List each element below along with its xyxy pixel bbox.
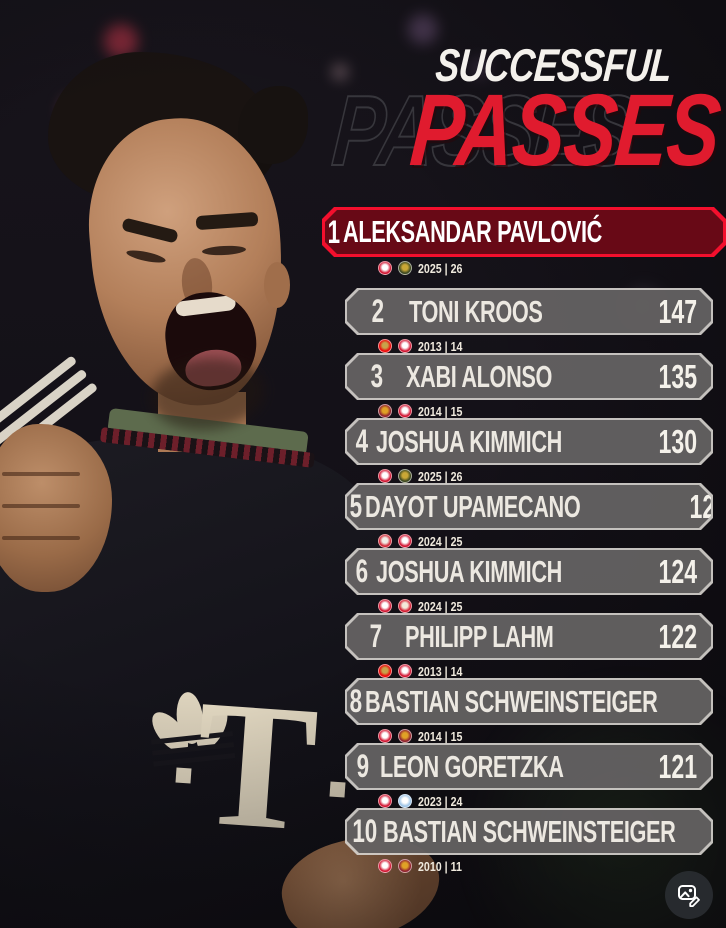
row-frame: 10 BASTIAN SCHWEINSTEIGER 119 <box>345 808 713 855</box>
title-line-2: PASSES <box>406 73 724 187</box>
passes-value: 151 <box>713 213 726 251</box>
row-meta: 2024 | 25 <box>378 595 726 615</box>
rank-number: 3 <box>370 358 383 394</box>
player-name: JOSHUA KIMMICH <box>376 553 563 589</box>
player-name: JOSHUA KIMMICH <box>376 423 563 459</box>
opponent-badge <box>398 469 412 483</box>
title-block: PASSES SUCCESSFUL PASSES <box>328 18 726 208</box>
bayern-badge <box>378 794 392 808</box>
season-label: 2024 | 25 <box>418 598 463 614</box>
list-item: 9 LEON GORETZKA 121 2023 | 24 <box>322 743 726 810</box>
row-meta: 2025 | 26 <box>378 465 726 485</box>
row-meta: 2014 | 15 <box>378 725 726 745</box>
row-meta: 2025 | 26 <box>378 257 726 277</box>
player-name: XABI ALONSO <box>406 358 553 394</box>
rank-number: 4 <box>355 423 368 459</box>
season-label: 2024 | 25 <box>418 533 463 549</box>
rank-number: 2 <box>371 293 385 329</box>
row-frame: 9 LEON GORETZKA 121 <box>345 743 713 790</box>
passes-value: 135 <box>658 357 697 395</box>
ranking-list: 1 ALEKSANDAR PAVLOVIĆ 151 2025 | 26 2 TO… <box>322 207 726 875</box>
bayern-badge <box>398 534 412 548</box>
opponent-badge <box>398 859 412 873</box>
list-item: 8 BASTIAN SCHWEINSTEIGER 121 2014 | 15 <box>322 678 726 745</box>
season-label: 2025 | 26 <box>418 468 463 484</box>
opponent-badge <box>378 534 392 548</box>
season-label: 2025 | 26 <box>418 260 463 276</box>
season-label: 2010 | 11 <box>418 858 462 874</box>
player-name: BASTIAN SCHWEINSTEIGER <box>364 683 658 719</box>
list-item: 6 JOSHUA KIMMICH 124 2024 | 25 <box>322 548 726 615</box>
player-name: PHILIPP LAHM <box>404 618 554 654</box>
row-frame: 8 BASTIAN SCHWEINSTEIGER 121 <box>345 678 713 725</box>
passes-value: 124 <box>658 552 697 590</box>
rank-number: 8 <box>349 683 363 719</box>
bayern-badge <box>378 599 392 613</box>
rank-number: 7 <box>369 618 383 654</box>
list-item: 10 BASTIAN SCHWEINSTEIGER 119 2010 | 11 <box>322 808 726 875</box>
bayern-badge <box>378 859 392 873</box>
row-meta: 2023 | 24 <box>378 790 726 810</box>
row-frame: 2 TONI KROOS 147 <box>345 288 713 335</box>
bayern-badge <box>378 729 392 743</box>
row-meta: 2013 | 14 <box>378 335 726 355</box>
season-label: 2014 | 15 <box>418 728 463 744</box>
rank-number: 5 <box>349 488 363 524</box>
row-frame: 6 JOSHUA KIMMICH 124 <box>345 548 713 595</box>
rank-number: 10 <box>352 813 378 849</box>
opponent-badge <box>378 404 392 418</box>
image-edit-button[interactable] <box>665 871 713 919</box>
bayern-badge <box>378 469 392 483</box>
row-frame: 4 JOSHUA KIMMICH 130 <box>345 418 713 465</box>
season-label: 2023 | 24 <box>418 793 463 809</box>
season-label: 2013 | 14 <box>418 338 463 354</box>
opponent-badge <box>378 664 392 678</box>
row-meta: 2014 | 15 <box>378 400 726 420</box>
bayern-badge <box>398 404 412 418</box>
opponent-badge <box>398 599 412 613</box>
opponent-badge <box>398 261 412 275</box>
passes-value: 147 <box>658 292 697 330</box>
list-item: 2 TONI KROOS 147 2013 | 14 <box>322 288 726 355</box>
opponent-badge <box>398 729 412 743</box>
season-label: 2013 | 14 <box>418 663 463 679</box>
row-meta: 2013 | 14 <box>378 660 726 680</box>
bayern-badge <box>398 664 412 678</box>
list-item: 7 PHILIPP LAHM 122 2013 | 14 <box>322 613 726 680</box>
row-frame: 7 PHILIPP LAHM 122 <box>345 613 713 660</box>
bayern-badge <box>378 261 392 275</box>
row-frame: 3 XABI ALONSO 135 <box>345 353 713 400</box>
passes-value: 121 <box>658 747 697 785</box>
passes-value: 130 <box>658 422 697 460</box>
opponent-badge <box>378 339 392 353</box>
rank-number: 6 <box>355 553 368 589</box>
passes-value: 127 <box>689 487 726 525</box>
bayern-badge <box>398 339 412 353</box>
season-label: 2014 | 15 <box>418 403 463 419</box>
row-meta: 2024 | 25 <box>378 530 726 550</box>
player-name: TONI KROOS <box>409 293 543 329</box>
list-item: 3 XABI ALONSO 135 2014 | 15 <box>322 353 726 420</box>
player-name: DAYOT UPAMECANO <box>364 488 581 524</box>
row-frame: 5 DAYOT UPAMECANO 127 <box>345 483 713 530</box>
row-frame: 1 ALEKSANDAR PAVLOVIĆ 151 <box>322 207 726 257</box>
passes-value: 122 <box>658 617 697 655</box>
rank-number: 9 <box>357 748 370 784</box>
player-name: BASTIAN SCHWEINSTEIGER <box>382 813 676 849</box>
list-item: 5 DAYOT UPAMECANO 127 2024 | 25 <box>322 483 726 550</box>
list-item: 1 ALEKSANDAR PAVLOVIĆ 151 2025 | 26 <box>322 207 726 277</box>
player-name: LEON GORETZKA <box>379 748 564 784</box>
row-meta: 2010 | 11 <box>378 855 726 875</box>
list-item: 4 JOSHUA KIMMICH 130 2025 | 26 <box>322 418 726 485</box>
rank-number: 1 <box>327 213 341 250</box>
player-name: ALEKSANDAR PAVLOVIĆ <box>342 214 602 249</box>
image-edit-icon <box>678 885 700 907</box>
opponent-badge <box>398 794 412 808</box>
